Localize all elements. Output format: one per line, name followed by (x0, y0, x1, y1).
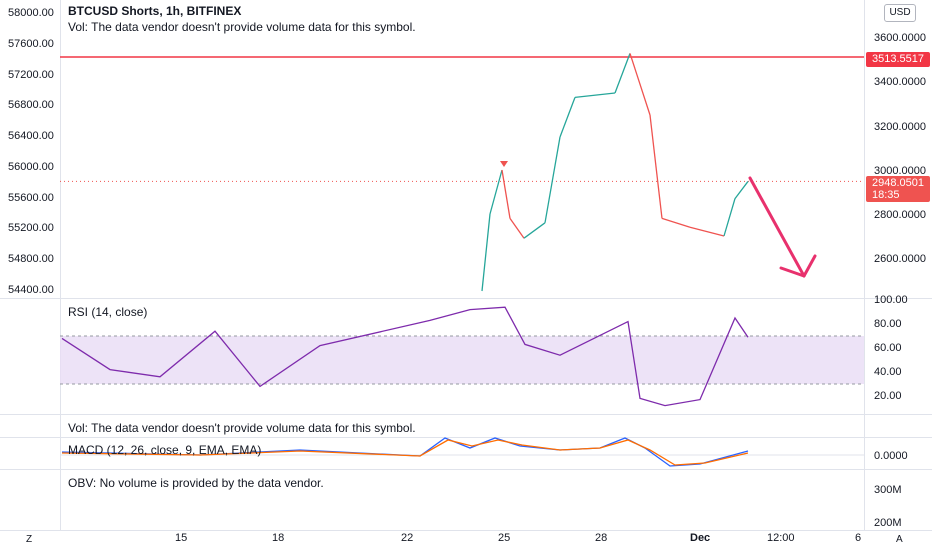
left-axis-tick: 54400.00 (8, 284, 54, 296)
left-axis-tick: 55200.00 (8, 222, 54, 234)
down-segment (661, 217, 691, 228)
left-axis-tick: 56000.00 (8, 161, 54, 173)
time-axis-label: 18 (272, 532, 285, 544)
up-segment (574, 92, 616, 99)
rsi-title: RSI (14, close) (68, 305, 148, 319)
time-axis-label: 28 (595, 532, 608, 544)
time-axis-label: 6 (855, 532, 862, 544)
signal-marker (500, 161, 508, 167)
price-pane[interactable] (60, 53, 864, 292)
down-segment (501, 169, 511, 219)
right-axis-tick: 3000.0000 (874, 165, 926, 177)
left-axis-tick: 56400.00 (8, 130, 54, 142)
obv-title: OBV: No volume is provided by the data v… (68, 476, 324, 490)
signal-line (61, 439, 749, 466)
up-segment (559, 97, 576, 138)
macd-line (61, 437, 749, 467)
macd-pane[interactable] (60, 437, 864, 467)
right-axis-tick: 3200.0000 (874, 121, 926, 133)
up-segment (614, 53, 631, 94)
rsi-axis-tick: 100.00 (874, 294, 908, 306)
pane-frames (0, 0, 932, 531)
time-axis-label: Dec (690, 532, 711, 544)
hline-price-tag: 3513.5517 (866, 52, 930, 67)
countdown-label: 18:35 (872, 189, 900, 201)
up-segment (489, 169, 503, 215)
obv-axis-tick: 300M (874, 484, 902, 496)
last-price-tag: 2948.0501 18:35 (866, 176, 930, 202)
obv-axis-tick: 200M (874, 517, 902, 529)
left-axis-tick: 58000.00 (8, 7, 54, 19)
rsi-axis-tick: 60.00 (874, 342, 902, 354)
up-segment (734, 181, 749, 199)
time-axis-label: 15 (175, 532, 188, 544)
rsi-line (61, 306, 749, 407)
up-segment (523, 222, 546, 239)
last-price-label: 2948.0501 (872, 177, 924, 189)
time-axis-label: 12:00 (767, 532, 795, 544)
down-segment (689, 226, 725, 237)
left-axis-tick: 54800.00 (8, 253, 54, 265)
rsi-axis-tick: 80.00 (874, 318, 902, 330)
right-axis-tick: 2800.0000 (874, 209, 926, 221)
hline-price-label: 3513.5517 (872, 53, 924, 65)
rsi-axis-tick: 40.00 (874, 366, 902, 378)
vol-pane-title: Vol: The data vendor doesn't provide vol… (68, 421, 416, 435)
left-axis-tick: 57200.00 (8, 69, 54, 81)
down-segment (629, 53, 651, 116)
down-segment (509, 218, 525, 239)
down-arrow-annotation[interactable] (748, 176, 817, 278)
up-segment (723, 198, 736, 237)
left-axis-tick: 55600.00 (8, 192, 54, 204)
chart-title: BTCUSD Shorts, 1h, BITFINEX (68, 4, 242, 18)
left-axis-tick: 57600.00 (8, 38, 54, 50)
volume-note: Vol: The data vendor doesn't provide vol… (68, 20, 416, 34)
right-axis-tick: 2600.0000 (874, 253, 926, 265)
macd-title: MACD (12, 26, close, 9, EMA, EMA) (68, 443, 262, 457)
auto-scale-button[interactable]: A (896, 534, 903, 545)
timezone-button[interactable]: Z (26, 534, 33, 545)
left-axis-tick: 56800.00 (8, 99, 54, 111)
currency-button[interactable]: USD (884, 4, 916, 22)
up-segment (481, 213, 491, 292)
macd-axis-tick: 0.0000 (874, 450, 908, 462)
rsi-pane[interactable] (60, 306, 864, 407)
rsi-band (60, 336, 864, 384)
right-axis-tick: 3400.0000 (874, 76, 926, 88)
up-segment (544, 136, 561, 223)
rsi-axis-tick: 20.00 (874, 390, 902, 402)
time-axis-label: 22 (401, 532, 414, 544)
right-axis-tick: 3600.0000 (874, 32, 926, 44)
down-segment (649, 114, 663, 219)
time-axis-label: 25 (498, 532, 511, 544)
